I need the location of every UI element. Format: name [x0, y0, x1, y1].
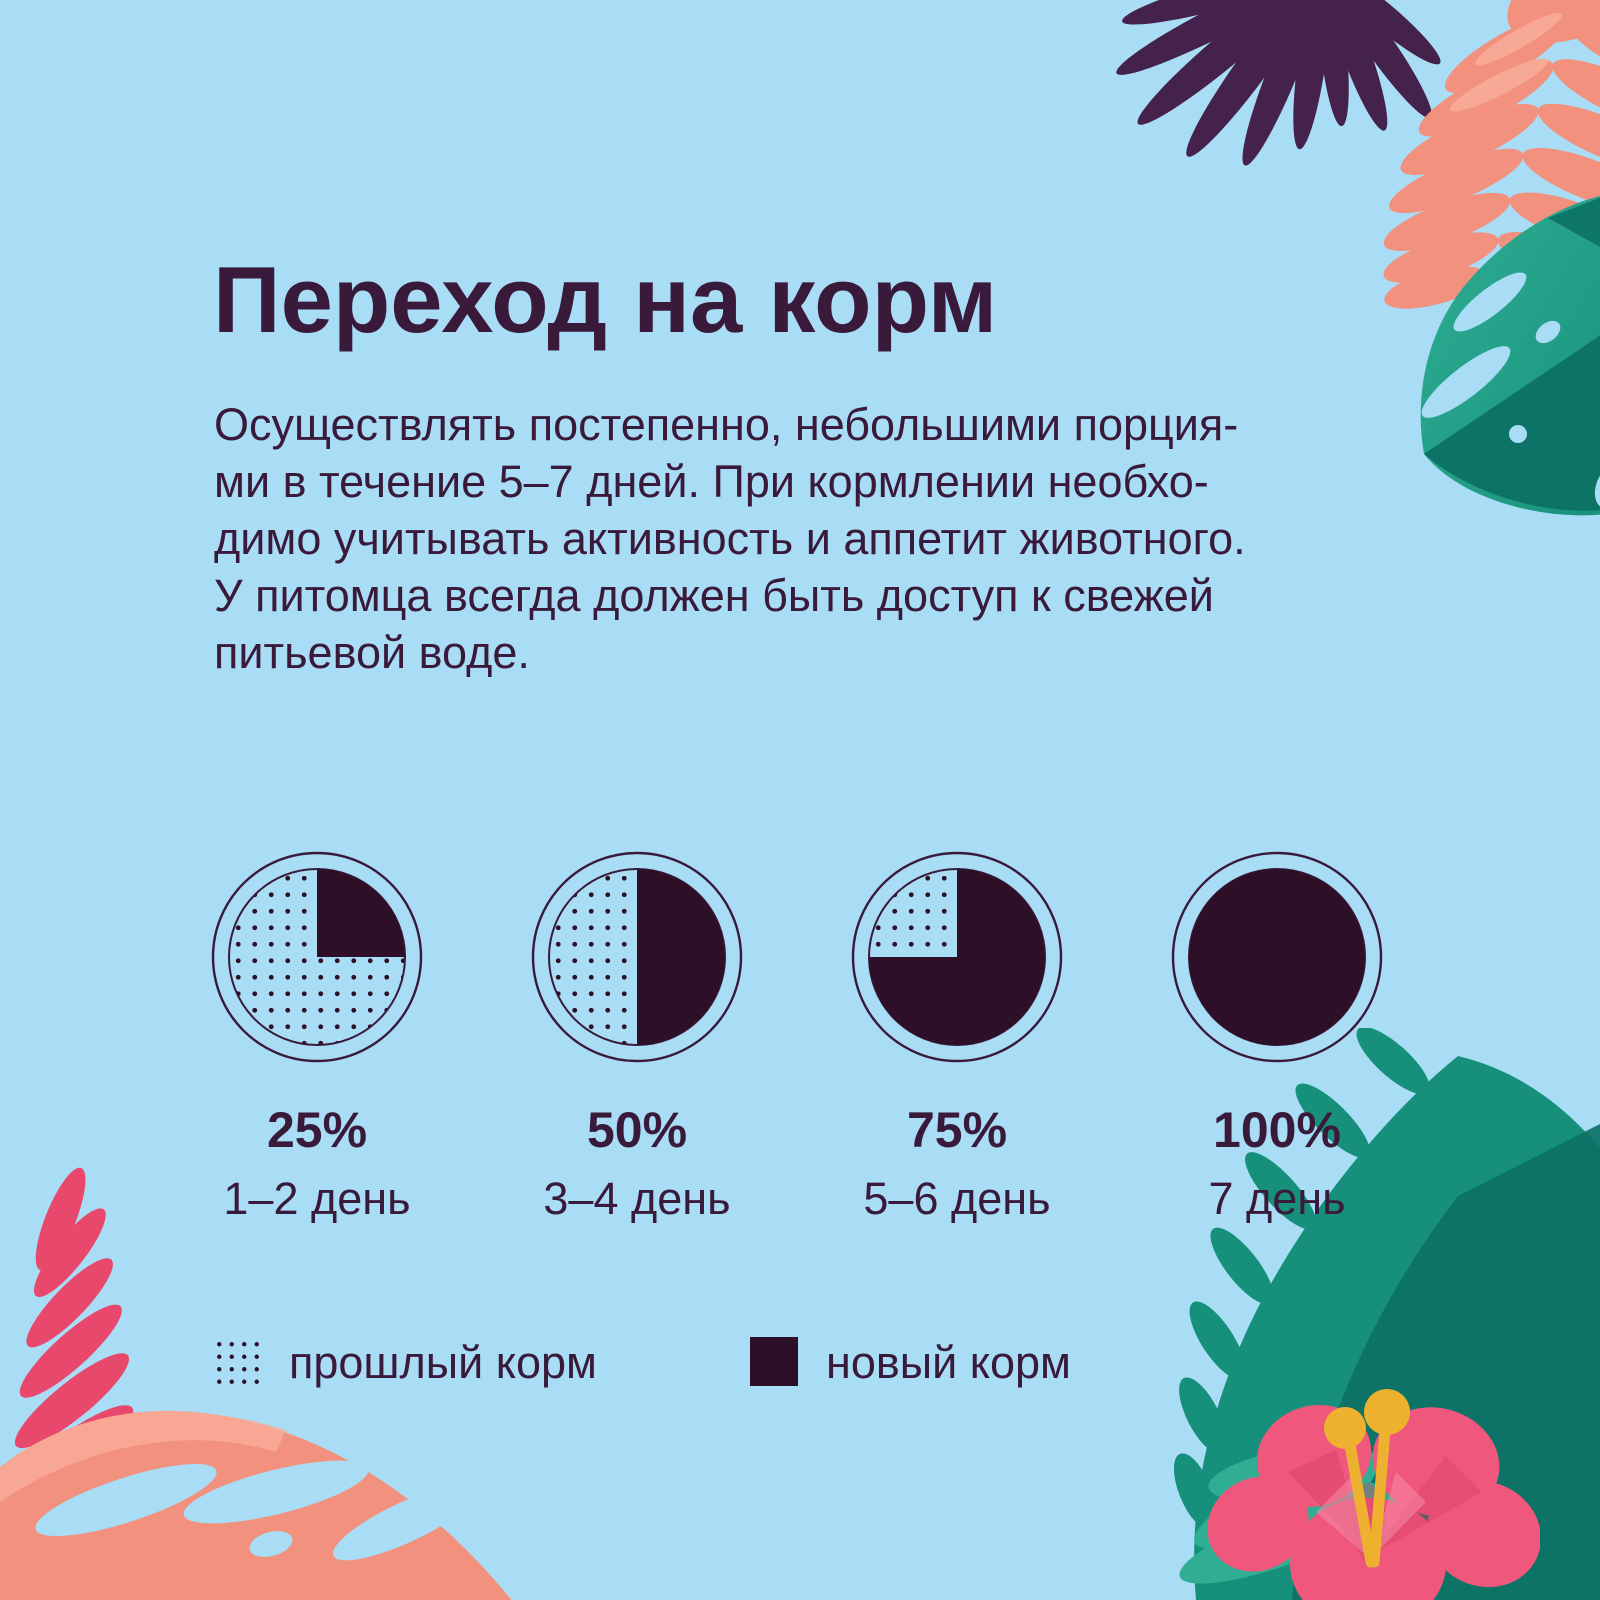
percent-label-75: 75%: [906, 1102, 1008, 1158]
new-food-wedge: [317, 869, 405, 957]
pie-chart-25: [211, 851, 423, 1063]
days-label-3-4: 3–4 день: [543, 1173, 731, 1224]
page-title: Переход на корм: [213, 246, 998, 352]
percent-label-25: 25%: [266, 1102, 368, 1158]
percent-label-50: 50%: [586, 1102, 688, 1158]
new-food-wedge: [1188, 869, 1365, 1045]
legend-label-new-food: новый корм: [826, 1337, 1071, 1388]
intro-line: У питомца всегда должен быть доступ к св…: [214, 570, 1214, 621]
intro-line: димо учитывать активность и аппетит живо…: [214, 513, 1246, 564]
intro-line: питьевой воде.: [214, 627, 530, 678]
intro-paragraph: Осуществлять постепенно, небольшими порц…: [214, 396, 1474, 681]
legend-dots-swatch: [213, 1338, 261, 1386]
new-food-wedge: [869, 869, 1045, 1045]
days-label-7: 7 день: [1208, 1173, 1346, 1224]
pie-chart-75: [851, 851, 1063, 1063]
intro-line: ми в течение 5–7 дней. При кормлении нео…: [214, 456, 1209, 507]
pie-chart-100: [1171, 851, 1383, 1063]
days-label-1-2: 1–2 день: [223, 1173, 411, 1224]
legend-solid-swatch: [750, 1337, 798, 1386]
days-label-5-6: 5–6 день: [863, 1173, 1051, 1224]
percent-label-100: 100%: [1213, 1102, 1341, 1158]
new-food-wedge: [637, 869, 725, 1045]
legend-label-old-food: прошлый корм: [289, 1337, 597, 1388]
pie-chart-50: [531, 851, 743, 1063]
intro-line: Осуществлять постепенно, небольшими порц…: [214, 399, 1239, 450]
